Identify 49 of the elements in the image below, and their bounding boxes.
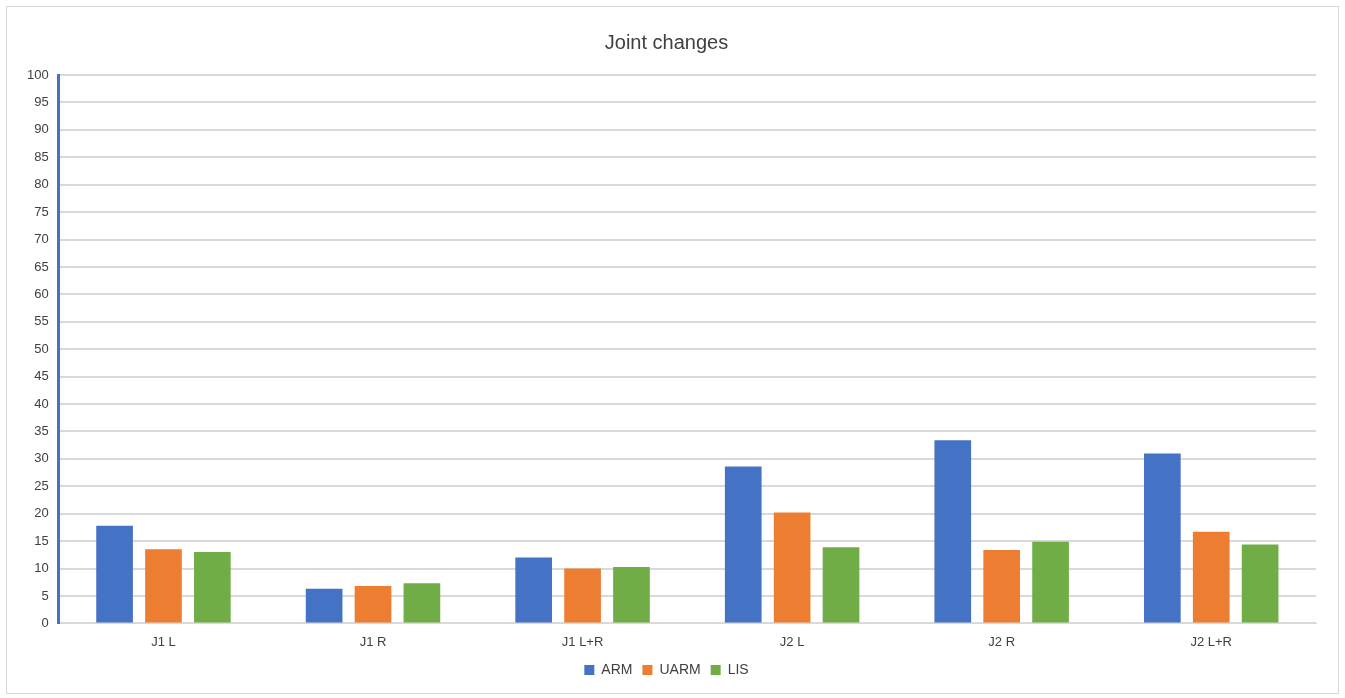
x-tick-label: J1 L+R bbox=[561, 633, 604, 649]
y-tick-label: 95 bbox=[34, 94, 49, 109]
x-tick-label: J2 L+R bbox=[1190, 633, 1233, 649]
y-tick-label: 70 bbox=[34, 231, 49, 247]
bar bbox=[934, 440, 972, 623]
legend-label: LIS bbox=[727, 660, 749, 677]
y-tick-label: 90 bbox=[34, 121, 49, 137]
y-tick-label: 55 bbox=[34, 313, 49, 329]
bar bbox=[145, 549, 182, 623]
y-tick-label: 25 bbox=[34, 477, 49, 493]
y-tick-label: 60 bbox=[34, 285, 49, 301]
y-tick-label: 20 bbox=[34, 505, 49, 521]
bar bbox=[515, 557, 553, 623]
x-tick-label: J1 L bbox=[151, 633, 176, 649]
bar bbox=[773, 512, 811, 623]
bar bbox=[403, 583, 441, 623]
bar bbox=[1032, 541, 1069, 623]
y-tick-label: 100 bbox=[26, 66, 49, 82]
x-tick-label: J1 R bbox=[359, 633, 387, 649]
bar bbox=[1143, 453, 1181, 623]
bar bbox=[1192, 531, 1230, 623]
x-tick-label: J2 L bbox=[779, 633, 805, 649]
y-tick-label: 15 bbox=[34, 532, 49, 548]
bar bbox=[983, 549, 1021, 623]
legend-label: UARM bbox=[659, 660, 701, 677]
bar bbox=[96, 525, 133, 623]
bar bbox=[724, 466, 762, 623]
y-tick-label: 65 bbox=[34, 258, 49, 274]
bar bbox=[613, 566, 650, 623]
y-tick-label: 0 bbox=[41, 614, 49, 630]
y-tick-label: 75 bbox=[34, 203, 49, 219]
y-tick-label: 5 bbox=[41, 587, 49, 603]
y-tick-label: 50 bbox=[34, 340, 49, 356]
legend-label: ARM bbox=[601, 660, 633, 677]
bar bbox=[822, 547, 860, 623]
y-tick-label: 40 bbox=[34, 395, 49, 411]
bar bbox=[1241, 544, 1279, 623]
y-tick-label: 80 bbox=[34, 176, 49, 192]
bar bbox=[354, 586, 392, 623]
y-tick-label: 35 bbox=[34, 423, 49, 439]
y-tick-label: 85 bbox=[34, 148, 49, 164]
bar bbox=[194, 552, 231, 623]
bar bbox=[305, 588, 343, 623]
y-tick-label: 30 bbox=[34, 450, 49, 466]
y-tick-label: 45 bbox=[34, 368, 49, 384]
chart-title: Joint changes bbox=[604, 30, 729, 53]
y-tick-label: 10 bbox=[34, 560, 49, 576]
x-tick-label: J2 R bbox=[988, 633, 1016, 649]
bar bbox=[564, 568, 601, 623]
